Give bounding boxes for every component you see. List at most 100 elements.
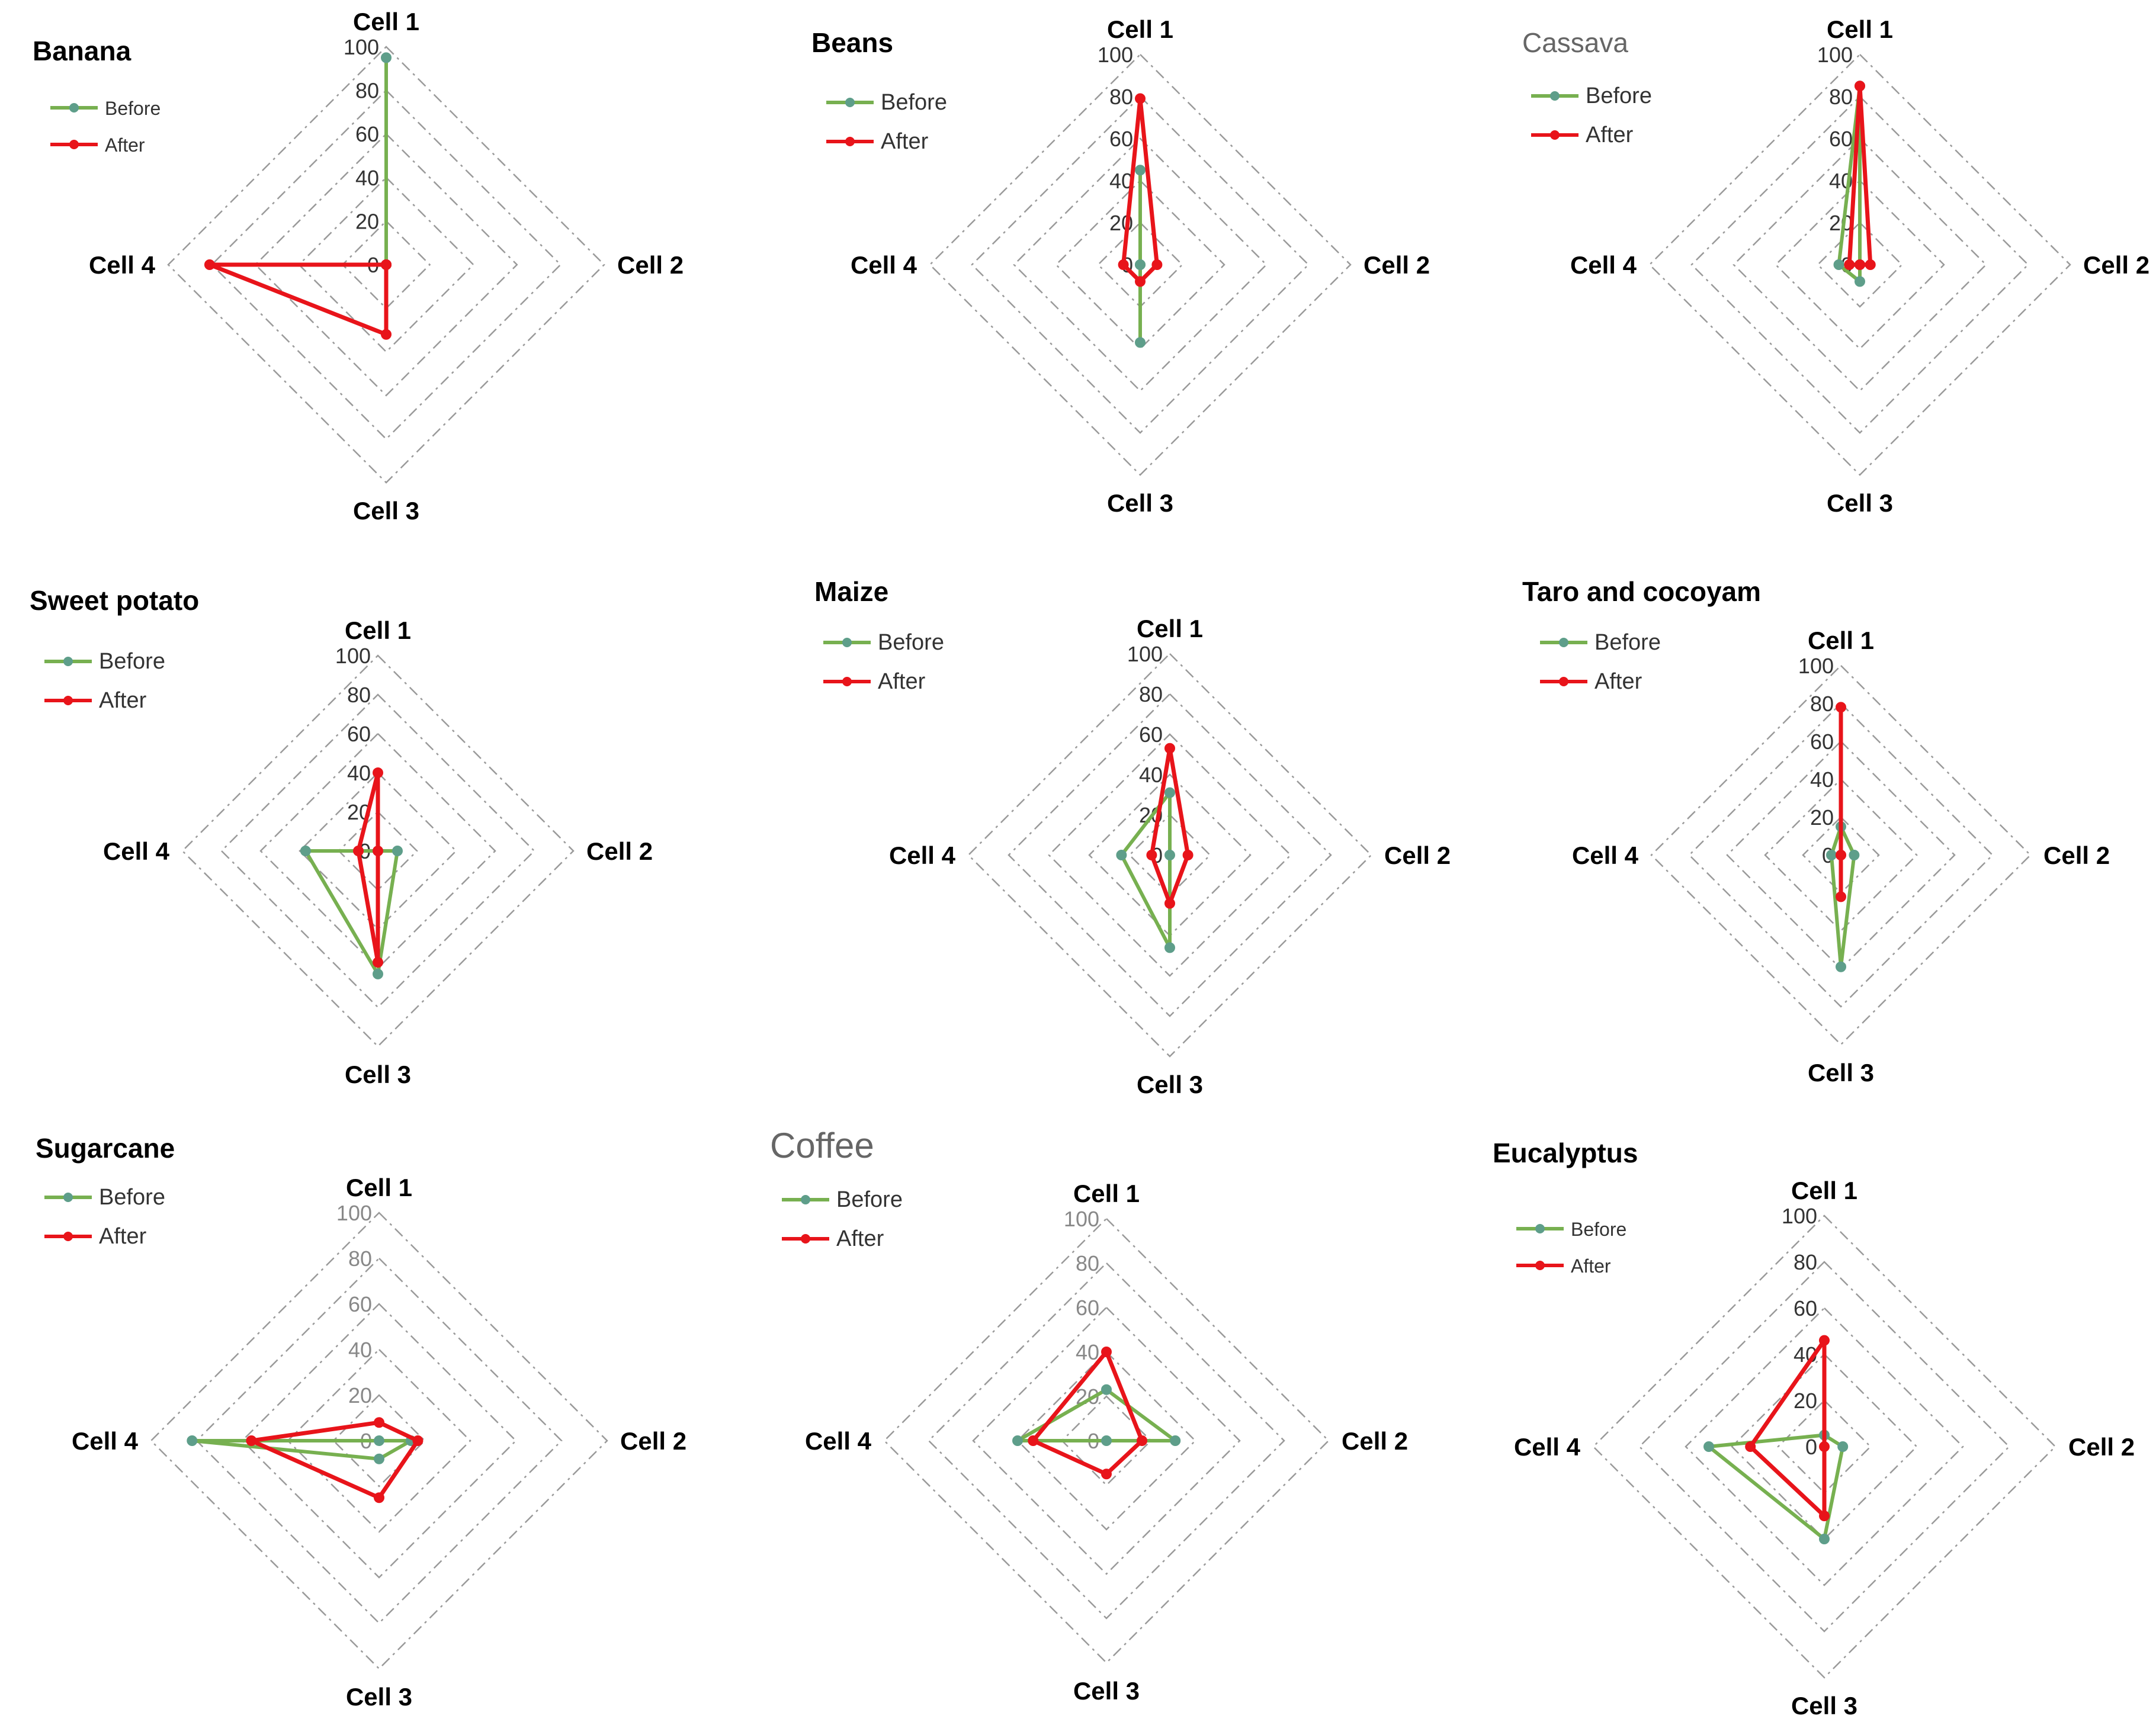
data-point <box>1135 93 1146 104</box>
legend: Before After <box>44 649 165 713</box>
legend-marker <box>63 657 73 666</box>
category-label-cell-4: Cell 4 <box>805 1427 872 1455</box>
data-point <box>1703 1441 1714 1452</box>
grid-ring <box>928 1262 1285 1620</box>
series-after <box>204 259 392 340</box>
series-after <box>1028 1347 1147 1480</box>
series-after <box>1118 93 1163 287</box>
legend-marker <box>845 98 855 107</box>
data-point <box>1182 850 1194 860</box>
data-point <box>1135 276 1146 287</box>
grid-ring <box>298 176 474 353</box>
series-before <box>187 1435 416 1464</box>
category-label-cell-1: Cell 1 <box>353 8 419 36</box>
data-point <box>374 1435 384 1446</box>
data-point <box>1164 942 1175 953</box>
tick-label: 20 <box>1810 805 1834 830</box>
category-label-cell-4: Cell 4 <box>72 1427 139 1455</box>
category-label-cell-2: Cell 2 <box>2083 251 2149 279</box>
tick-label: 80 <box>1139 682 1163 706</box>
data-point <box>381 329 392 340</box>
category-label-cell-3: Cell 3 <box>1107 489 1173 517</box>
chart-title: Sugarcane <box>36 1133 175 1164</box>
tick-label: 20 <box>348 1383 372 1408</box>
category-label-cell-1: Cell 1 <box>345 616 411 644</box>
legend-marker <box>1550 130 1560 140</box>
chart-title: Taro and cocoyam <box>1522 576 1761 607</box>
tick-label: 60 <box>1139 722 1163 747</box>
legend-label: After <box>105 134 145 156</box>
grid-ring <box>167 46 605 484</box>
legend-marker <box>1559 677 1568 686</box>
grid-ring <box>883 1217 1330 1664</box>
data-point <box>1012 1435 1023 1446</box>
category-label-cell-2: Cell 2 <box>1384 841 1451 869</box>
data-point <box>1836 891 1846 902</box>
tick-label: 60 <box>1794 1296 1817 1320</box>
legend-marker <box>1535 1224 1545 1233</box>
category-label-cell-4: Cell 4 <box>89 251 156 279</box>
legend-marker <box>1550 91 1560 101</box>
grid-ring <box>1817 221 1903 308</box>
tick-label: 40 <box>347 761 371 785</box>
tick-label: 80 <box>355 79 379 103</box>
data-point <box>381 259 392 270</box>
grid-ring <box>299 772 457 930</box>
data-point <box>1849 850 1860 860</box>
grid-ring <box>241 1303 517 1579</box>
category-label-cell-1: Cell 1 <box>1827 15 1893 43</box>
legend-marker <box>63 1232 73 1241</box>
data-point <box>1118 259 1129 270</box>
legend-label: After <box>881 129 929 154</box>
grid-ring <box>254 133 518 397</box>
data-point <box>1101 1384 1112 1395</box>
chart-title: Sweet potato <box>30 585 199 616</box>
grid-ring <box>1048 733 1292 977</box>
category-label-cell-2: Cell 2 <box>2043 841 2110 869</box>
series-before <box>1826 821 1860 972</box>
tick-label: 100 <box>1782 1204 1817 1228</box>
legend-marker <box>845 137 855 146</box>
grid-ring <box>1685 1307 1964 1586</box>
tick-label: 40 <box>355 166 379 190</box>
data-point <box>1135 259 1146 270</box>
data-point <box>373 957 383 968</box>
grid-ring <box>971 95 1310 434</box>
category-label-cell-4: Cell 4 <box>1570 251 1637 279</box>
tick-label: 80 <box>1794 1250 1817 1274</box>
category-label-cell-3: Cell 3 <box>346 1683 412 1711</box>
grid-ring <box>1016 1351 1196 1531</box>
category-label-cell-4: Cell 4 <box>889 841 956 869</box>
chart-title: Cassava <box>1522 27 1628 58</box>
legend-marker <box>842 677 852 686</box>
category-label-cell-1: Cell 1 <box>346 1174 412 1201</box>
chart-title: Coffee <box>770 1126 874 1165</box>
series-before <box>1116 787 1175 953</box>
tick-label: 80 <box>1810 692 1834 716</box>
grid-ring <box>332 1394 426 1487</box>
legend-label: Before <box>1594 630 1661 655</box>
data-point <box>300 846 311 856</box>
grid-ring <box>1638 1261 2010 1633</box>
tick-label: 100 <box>1064 1207 1099 1231</box>
grid-ring <box>1592 1214 2056 1679</box>
data-point <box>381 52 392 63</box>
category-label-cell-1: Cell 1 <box>1107 15 1173 43</box>
legend-marker <box>63 696 73 705</box>
grid-ring <box>1648 53 2071 476</box>
category-label-cell-2: Cell 2 <box>586 837 653 865</box>
grid-ring <box>1013 137 1268 392</box>
category-label-cell-3: Cell 3 <box>1827 489 1893 517</box>
data-point <box>1836 702 1846 713</box>
legend-label: After <box>1594 669 1642 694</box>
tick-label: 40 <box>1139 763 1163 787</box>
tick-label: 40 <box>1076 1340 1099 1364</box>
series-after <box>1836 702 1846 902</box>
grid-ring <box>1732 137 1987 392</box>
grid-ring <box>210 89 562 441</box>
data-point <box>246 1435 257 1446</box>
